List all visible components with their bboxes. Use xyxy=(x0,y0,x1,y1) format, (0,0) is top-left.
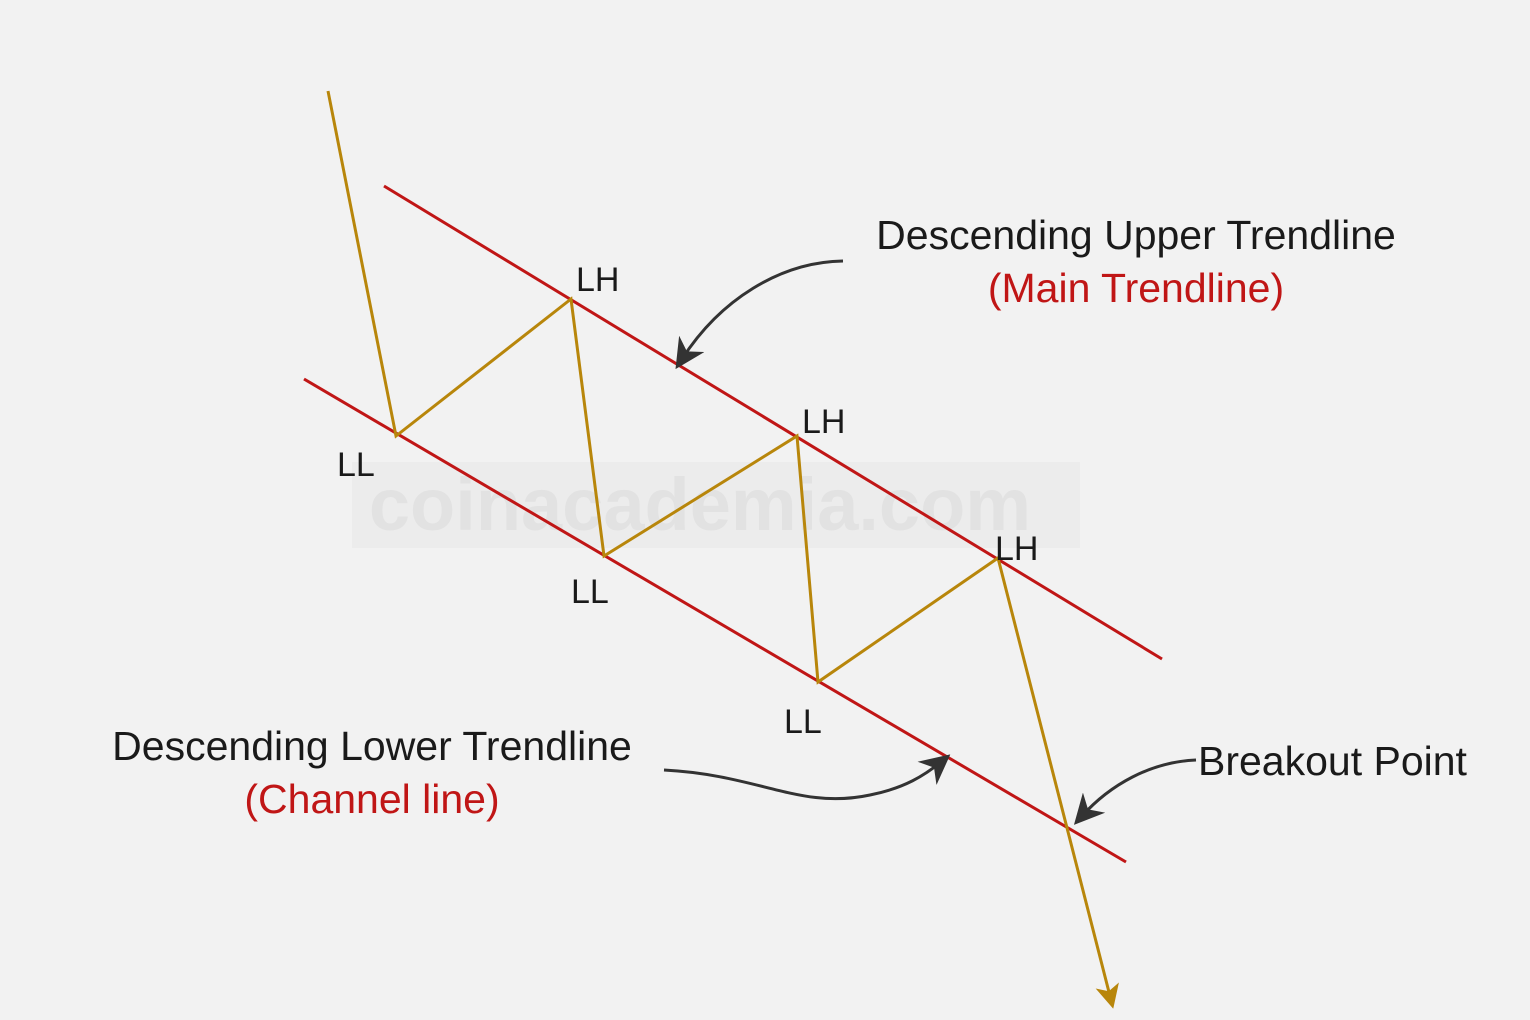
lh-label-1: LH xyxy=(576,261,619,299)
lower-trendline-title: Descending Lower Trendline xyxy=(112,723,632,769)
price-path xyxy=(326,90,1119,1009)
lh-label-3: LH xyxy=(995,530,1038,568)
watermark-text: coinacademia.com xyxy=(369,463,1031,546)
upper-trendline-pointer-arrow xyxy=(675,259,844,370)
lower-trendline xyxy=(303,377,1127,864)
upper-trendline-title: Descending Upper Trendline xyxy=(876,212,1396,258)
ll-label-1: LL xyxy=(337,446,375,484)
lower-trendline-pointer-arrow xyxy=(663,754,951,801)
upper-trendline-subtitle: (Main Trendline) xyxy=(988,265,1284,311)
upper-trendline xyxy=(383,184,1163,661)
breakout-pointer-arrow xyxy=(1073,758,1197,825)
ll-label-3: LL xyxy=(784,703,822,741)
lh-label-2: LH xyxy=(802,403,845,441)
ll-label-2: LL xyxy=(571,573,609,611)
breakout-label: Breakout Point xyxy=(1198,738,1468,784)
lower-trendline-subtitle: (Channel line) xyxy=(244,776,499,822)
